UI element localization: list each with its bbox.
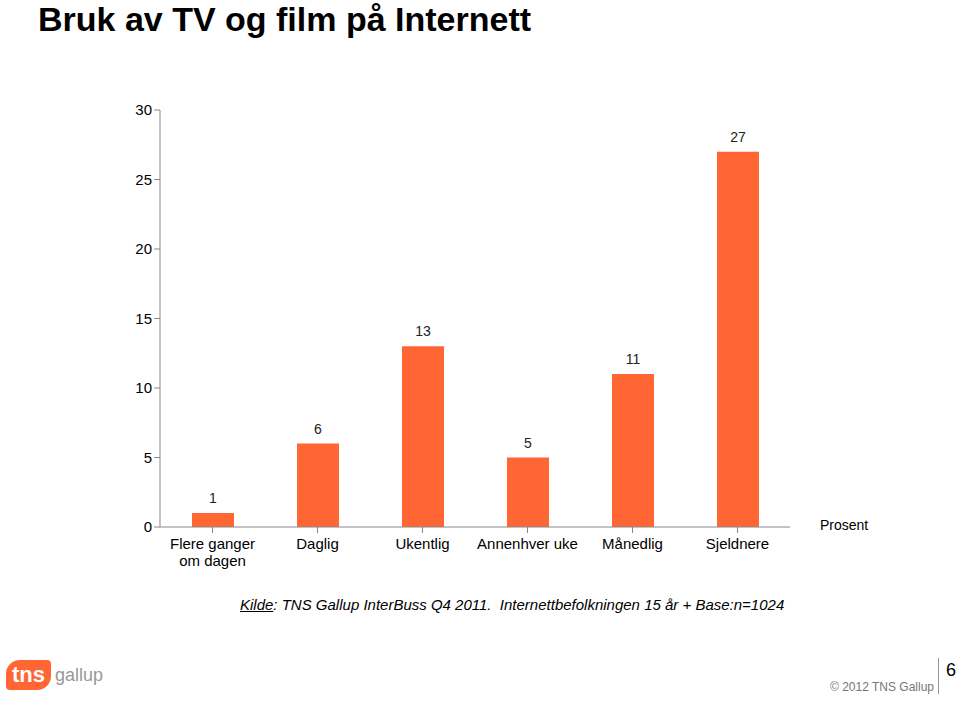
svg-text:Sjeldnere: Sjeldnere — [706, 535, 769, 552]
svg-text:15: 15 — [135, 310, 152, 327]
svg-text:5: 5 — [524, 435, 532, 451]
svg-text:10: 10 — [135, 379, 152, 396]
html-text:Kilde: TNS Gallup InterBuss Q4: Kilde: TNS Gallup InterBuss Q4 2011. Int… — [240, 596, 785, 613]
html-text:© 2012 TNS Gallup: © 2012 TNS Gallup — [830, 680, 934, 694]
svg-text:11: 11 — [626, 351, 641, 367]
svg-text:25: 25 — [135, 171, 152, 188]
html-text:Bruk av TV og film på Internet: Bruk av TV og film på Internett — [38, 0, 532, 38]
svg-text:0: 0 — [144, 518, 152, 535]
svg-text:Annenhver uke: Annenhver uke — [477, 535, 578, 552]
svg-text:5: 5 — [144, 449, 152, 466]
svg-text:20: 20 — [135, 240, 152, 257]
svg-text:13: 13 — [415, 323, 431, 339]
html-text:6: 6 — [946, 660, 956, 680]
svg-text:Ukentlig: Ukentlig — [395, 535, 449, 552]
svg-text:om dagen: om dagen — [179, 552, 246, 569]
html-text:Prosent: Prosent — [820, 517, 869, 533]
svg-text:Flere ganger: Flere ganger — [170, 535, 255, 552]
html-text:gallup: gallup — [55, 664, 103, 685]
svg-text:6: 6 — [314, 421, 322, 437]
html-text:tns: tns — [12, 662, 45, 687]
svg-text:Månedlig: Månedlig — [602, 535, 663, 552]
svg-text:27: 27 — [730, 129, 746, 145]
svg-text:30: 30 — [135, 101, 152, 118]
svg-text:1: 1 — [209, 490, 217, 506]
svg-text:Daglig: Daglig — [296, 535, 339, 552]
